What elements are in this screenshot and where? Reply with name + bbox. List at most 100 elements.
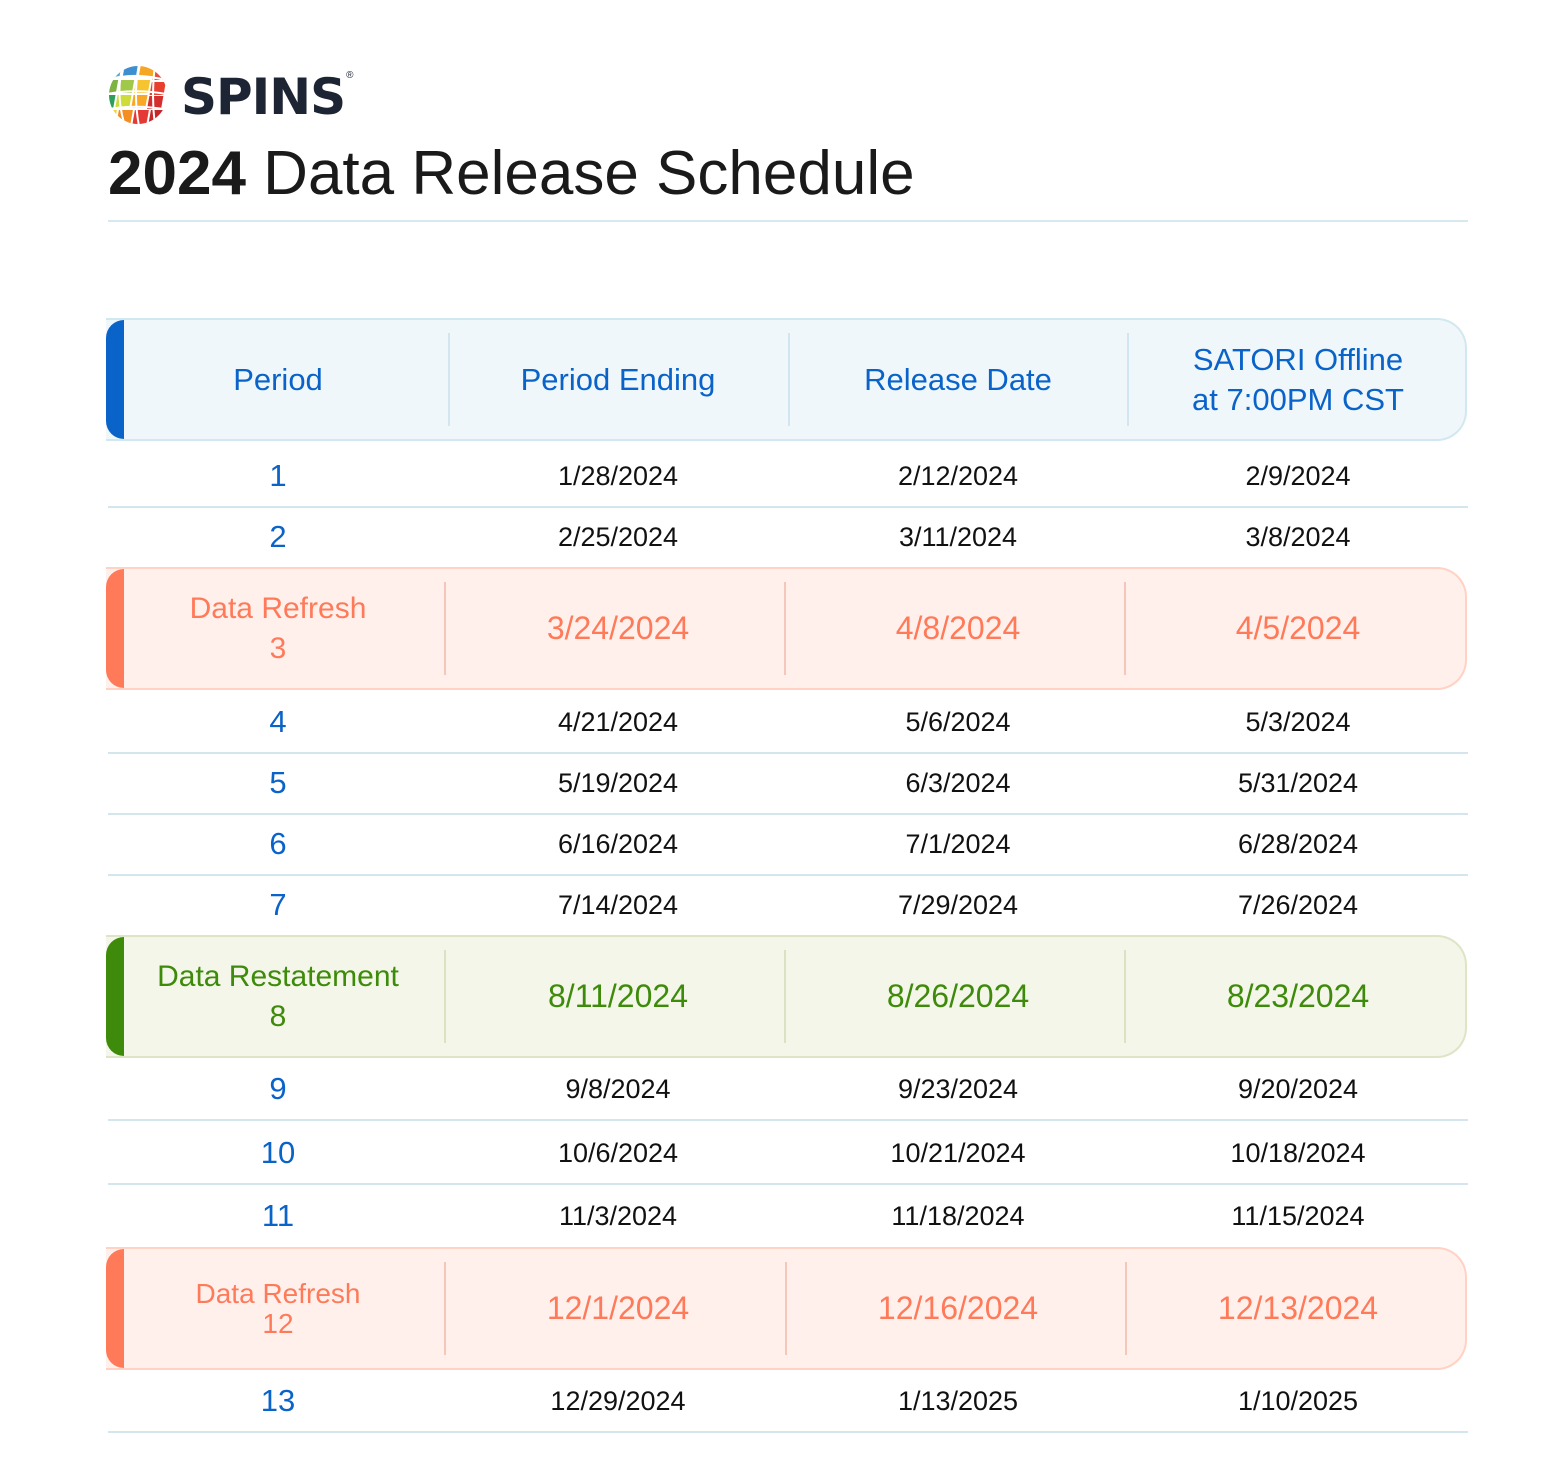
- spins-globe-logo-icon: [109, 66, 167, 124]
- period-ending: 12/1/2024: [546, 1290, 690, 1326]
- restatement-label-cell: Data Restatement 8: [108, 937, 448, 1056]
- header-period-ending: Period Ending: [520, 361, 716, 397]
- period-ending: 2/25/2024: [557, 521, 679, 552]
- period-ending: 6/16/2024: [557, 828, 679, 859]
- row-type-label: Data Refresh: [195, 1277, 361, 1309]
- header-divider: [788, 333, 790, 426]
- release-date: 8/26/2024: [886, 978, 1030, 1014]
- period-number: 5: [269, 765, 287, 800]
- header-divider: [448, 333, 450, 426]
- satori-offline-date: 5/31/2024: [1237, 767, 1359, 798]
- row-divider: [784, 582, 786, 675]
- satori-offline-date: 10/18/2024: [1230, 1137, 1366, 1168]
- satori-offline-date: 2/9/2024: [1245, 460, 1351, 491]
- row-divider: [444, 950, 446, 1043]
- period-ending: 9/8/2024: [565, 1073, 671, 1104]
- satori-offline-date: 4/5/2024: [1235, 610, 1361, 646]
- refresh-accent-bar: [106, 1249, 124, 1368]
- refresh-accent-bar: [106, 569, 124, 688]
- header-accent-bar: [106, 320, 124, 439]
- period-number: 2: [269, 519, 287, 554]
- refresh-label-cell: Data Refresh 3: [108, 569, 448, 688]
- release-date: 7/1/2024: [905, 828, 1011, 859]
- release-date: 10/21/2024: [890, 1137, 1026, 1168]
- satori-offline-date: 12/13/2024: [1217, 1290, 1379, 1326]
- restatement-accent-bar: [106, 937, 124, 1056]
- brand: SPINS ®: [105, 64, 354, 126]
- data-refresh-row: Data Refresh 12 12/1/2024 12/16/2024 12/…: [106, 1247, 1467, 1370]
- release-date: 11/18/2024: [891, 1200, 1025, 1231]
- release-date: 6/3/2024: [905, 767, 1011, 798]
- table-row: 4 4/21/2024 5/6/2024 5/3/2024: [108, 692, 1468, 754]
- satori-offline-date: 11/15/2024: [1231, 1200, 1365, 1231]
- satori-offline-date: 7/26/2024: [1237, 889, 1359, 920]
- row-divider: [444, 1262, 446, 1355]
- period-number: 11: [261, 1198, 295, 1233]
- brand-name: SPINS: [181, 68, 346, 126]
- period-ending: 8/11/2024: [548, 978, 688, 1014]
- release-date: 5/6/2024: [905, 706, 1011, 737]
- title-divider: [108, 220, 1468, 222]
- header-satori-line1: SATORI Offline: [1192, 341, 1404, 377]
- release-date: 3/11/2024: [898, 521, 1018, 552]
- release-date: 7/29/2024: [897, 889, 1019, 920]
- period-ending: 7/14/2024: [557, 889, 679, 920]
- table-row: 6 6/16/2024 7/1/2024 6/28/2024: [108, 814, 1468, 876]
- period-number: 4: [269, 704, 287, 739]
- row-divider: [1125, 1262, 1127, 1355]
- refresh-label-cell: Data Refresh 12: [108, 1249, 448, 1368]
- period-number: 1: [269, 458, 287, 493]
- period-number: 13: [260, 1383, 296, 1418]
- release-date: 12/16/2024: [877, 1290, 1039, 1326]
- row-divider: [444, 582, 446, 675]
- row-divider: [784, 950, 786, 1043]
- period-ending: 5/19/2024: [557, 767, 679, 798]
- table-row: 2 2/25/2024 3/11/2024 3/8/2024: [108, 507, 1468, 567]
- table-row: 13 12/29/2024 1/13/2025 1/10/2025: [108, 1371, 1468, 1433]
- table-row: 5 5/19/2024 6/3/2024 5/31/2024: [108, 753, 1468, 815]
- period-ending: 12/29/2024: [550, 1385, 686, 1416]
- header-release-date: Release Date: [864, 361, 1052, 397]
- release-date: 4/8/2024: [895, 610, 1021, 646]
- period-number: 6: [269, 826, 287, 861]
- period-number: 12: [262, 1307, 294, 1339]
- period-ending: 1/28/2024: [557, 460, 679, 491]
- period-number: 3: [269, 631, 287, 665]
- row-divider: [1124, 950, 1126, 1043]
- release-date: 1/13/2025: [897, 1385, 1019, 1416]
- release-date: 2/12/2024: [897, 460, 1019, 491]
- row-type-label: Data Restatement: [157, 959, 399, 993]
- release-date: 9/23/2024: [897, 1073, 1019, 1104]
- data-restatement-row: Data Restatement 8 8/11/2024 8/26/2024 8…: [106, 935, 1467, 1058]
- satori-offline-date: 5/3/2024: [1245, 706, 1351, 737]
- header-satori-offline: SATORI Offline at 7:00PM CST: [1128, 320, 1465, 439]
- table-row: 1 1/28/2024 2/12/2024 2/9/2024: [108, 446, 1468, 508]
- satori-offline-date: 3/8/2024: [1245, 521, 1351, 552]
- table-header: Period Period Ending Release Date SATORI…: [106, 318, 1467, 441]
- page-title: 2024 Data Release Schedule: [108, 138, 915, 209]
- header-period: Period: [233, 361, 323, 397]
- title-text: Data Release Schedule: [245, 139, 915, 208]
- period-number: 8: [269, 999, 287, 1033]
- registered-mark: ®: [346, 69, 354, 81]
- period-ending: 3/24/2024: [546, 610, 690, 646]
- row-divider: [785, 1262, 787, 1355]
- satori-offline-date: 1/10/2025: [1237, 1385, 1359, 1416]
- table-row: 7 7/14/2024 7/29/2024 7/26/2024: [108, 875, 1468, 935]
- satori-offline-date: 9/20/2024: [1237, 1073, 1359, 1104]
- row-type-label: Data Refresh: [189, 591, 367, 625]
- header-divider: [1127, 333, 1129, 426]
- period-number: 7: [269, 887, 287, 922]
- satori-offline-date: 8/23/2024: [1226, 978, 1370, 1014]
- period-ending: 10/6/2024: [557, 1137, 679, 1168]
- title-year: 2024: [108, 139, 246, 208]
- period-number: 10: [260, 1135, 296, 1170]
- data-refresh-row: Data Refresh 3 3/24/2024 4/8/2024 4/5/20…: [106, 567, 1467, 690]
- period-ending: 4/21/2024: [557, 706, 679, 737]
- period-ending: 11/3/2024: [558, 1200, 678, 1231]
- table-row: 10 10/6/2024 10/21/2024 10/18/2024: [108, 1123, 1468, 1185]
- table-row: 11 11/3/2024 11/18/2024 11/15/2024: [108, 1186, 1468, 1246]
- satori-offline-date: 6/28/2024: [1237, 828, 1359, 859]
- row-divider: [1124, 582, 1126, 675]
- header-satori-line2: at 7:00PM CST: [1192, 381, 1404, 417]
